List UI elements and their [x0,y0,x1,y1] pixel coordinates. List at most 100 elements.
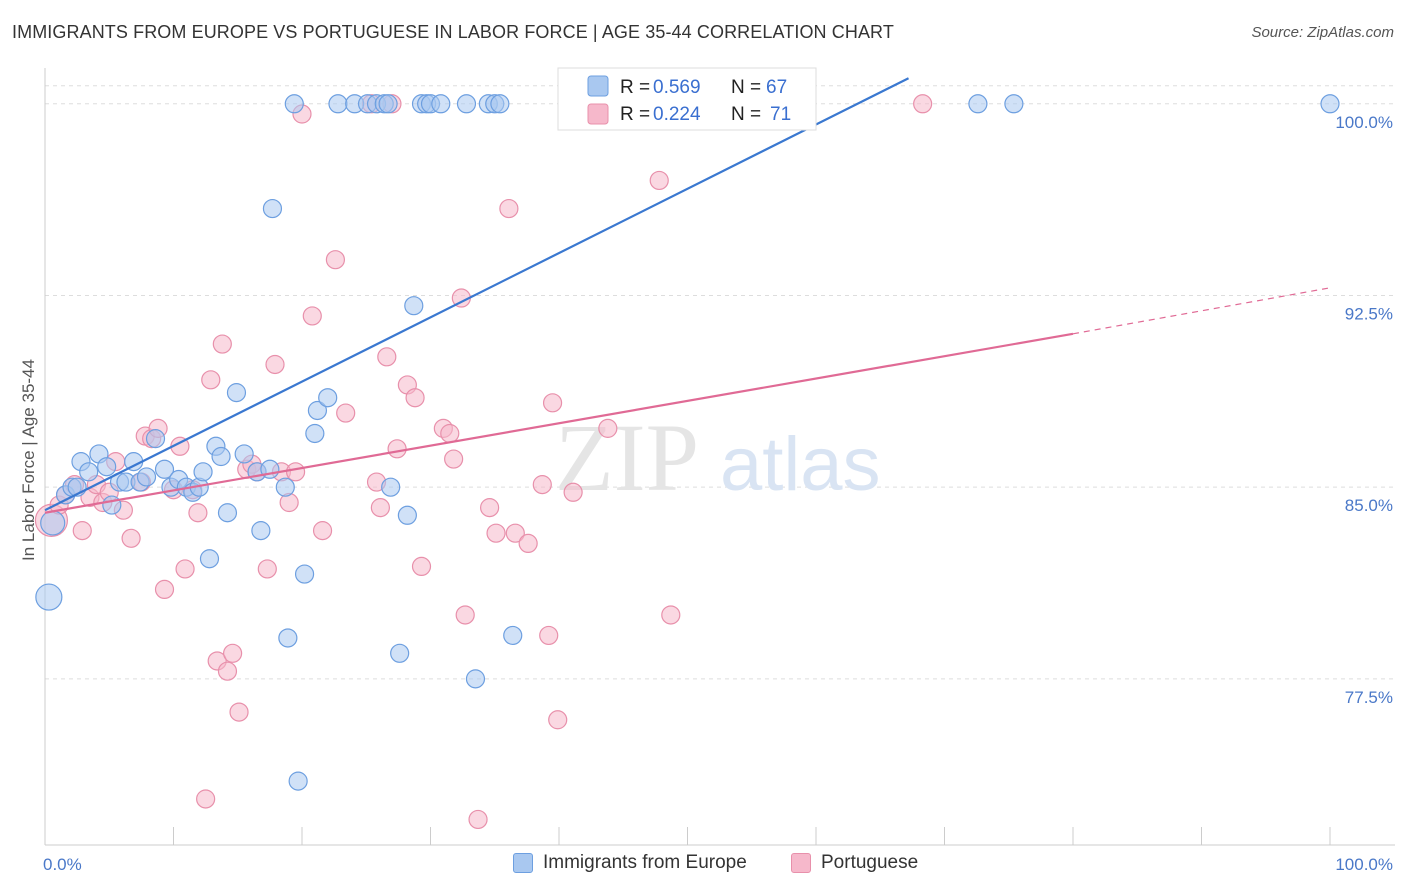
portuguese-point [285,462,306,482]
immigrants-europe-point [431,94,451,114]
y-tick-label-1: 85.0% [1345,496,1393,515]
portuguese-point [405,388,425,408]
y-tick-label-2: 92.5% [1345,304,1393,323]
portuguese-point [312,521,333,541]
y-tick-label-3: 100.0% [1335,113,1393,132]
immigrants-europe-point [226,383,247,403]
portuguese-point [913,94,933,114]
legend-n-value-2: 71 [770,104,791,125]
immigrants-europe-point [154,459,175,479]
legend-n-value-1: 67 [766,77,787,98]
immigrants-europe-point [211,446,231,467]
chart-title: IMMIGRANTS FROM EUROPE VS PORTUGUESE IN … [12,22,894,42]
legend-n-label-2: N = [731,104,761,125]
trend-lines [44,77,1331,514]
portuguese-point [223,643,243,663]
portuguese-point [229,702,249,722]
source-credit: Source: ZipAtlas.com [1251,24,1394,41]
immigrants-europe-point [1004,94,1024,114]
portuguese-point [154,579,175,600]
immigrants-europe-point [35,583,63,611]
y-tick-label-0: 77.5% [1345,688,1393,707]
legend-r-label-2: R = [620,104,650,125]
legend-label-portuguese: Portuguese [821,852,919,873]
portuguese-point [217,661,238,681]
immigrants-europe-point [404,296,424,316]
immigrants-europe-point [456,94,477,114]
immigrants-europe-point [381,477,401,497]
portuguese-point [548,710,568,730]
portuguese-point [121,528,141,548]
x-tick-label-1: 100.0% [1335,855,1393,874]
portuguese-point [468,809,488,830]
immigrants-europe-point [294,564,315,584]
portuguese-point [539,625,559,646]
immigrants-europe-point [318,388,338,408]
immigrants-europe-points [35,94,1340,791]
immigrants-europe-point [217,503,238,523]
portuguese-point [257,559,277,579]
portuguese-point [175,559,195,579]
legend-swatch-pink [587,103,609,125]
immigrants-europe-point [145,429,166,449]
immigrants-europe-point [251,521,271,541]
legend-item-immigrants-europe[interactable]: Immigrants from Europe [513,852,747,874]
immigrants-europe-point [199,549,220,569]
immigrants-europe-point [79,462,99,482]
immigrants-europe-point [97,457,117,477]
immigrants-europe-point [278,628,298,648]
portuguese-point [542,393,563,413]
portuguese-point [370,498,390,518]
portuguese-point [499,198,519,219]
immigrants-europe-point [288,771,308,791]
immigrants-europe-point [1320,94,1340,114]
immigrants-europe-point [328,94,348,114]
watermark: ZIP atlas [555,404,881,511]
immigrants-europe-point [102,495,122,515]
legend-r-value-2: 0.224 [653,104,701,125]
legend-n-label-1: N = [731,77,761,98]
portuguese-point [505,523,525,543]
legend-r-value-1: 0.569 [653,77,701,98]
portuguese-point [265,354,285,375]
legend-r-label-1: R = [620,77,650,98]
portuguese-point [518,533,538,554]
portuguese-point [411,556,432,577]
immigrants-europe-point [40,510,66,536]
portuguese-point [440,423,460,444]
immigrants-europe-point [465,669,486,689]
immigrants-europe-point [136,467,157,487]
portuguese-point [486,523,506,543]
portuguese-point [188,503,208,523]
portuguese-point [563,482,583,502]
portuguese-point [302,306,322,326]
immigrants-europe-point [275,477,295,497]
trend-line-immigrants-europe [44,77,910,512]
immigrants-europe-point [490,94,510,114]
trend-line-portuguese [44,332,1074,514]
portuguese-point [201,370,221,390]
x-tick-label-0: 0.0% [43,855,82,874]
grid-layer [45,85,1395,680]
trend-line-portuguese-extension [1072,287,1331,335]
immigrants-europe-point [307,400,328,421]
legend-label-immigrants-europe: Immigrants from Europe [543,852,747,873]
axes-layer [44,68,1395,846]
stats-legend: R = 0.569 N = 67 R = 0.224 N = 71 [557,67,817,131]
immigrants-europe-point [968,94,988,114]
portuguese-point [196,789,216,809]
portuguese-point [387,439,407,459]
legend-swatch-blue [587,75,609,97]
portuguese-point [598,418,618,438]
portuguese-point [325,250,346,270]
immigrants-europe-point [234,444,254,464]
immigrants-europe-point [305,423,325,444]
immigrants-europe-point [262,198,283,219]
series-legend: Immigrants from Europe Portuguese [0,852,1406,878]
immigrants-europe-point [390,643,410,663]
legend-item-portuguese[interactable]: Portuguese [791,852,918,874]
watermark-atlas: atlas [720,422,881,507]
portuguese-point [455,605,475,625]
immigrants-europe-point [503,625,523,646]
